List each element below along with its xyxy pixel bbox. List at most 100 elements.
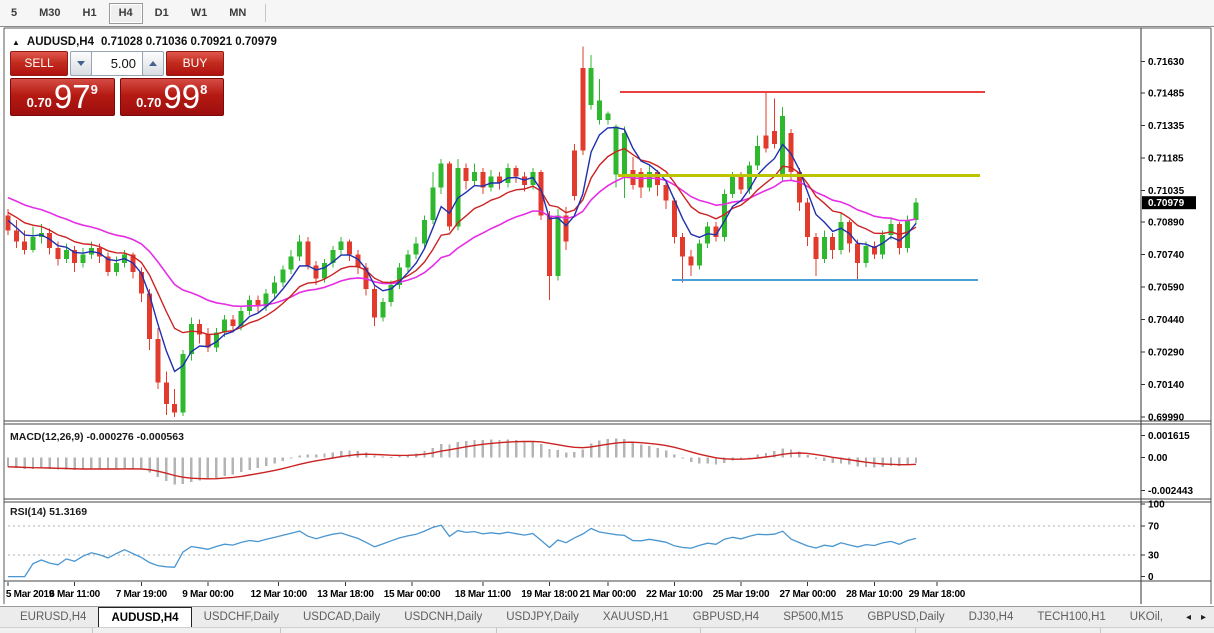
svg-text:-0.002443: -0.002443 bbox=[1148, 486, 1193, 497]
svg-text:0.001615: 0.001615 bbox=[1148, 431, 1190, 442]
panel-column-separator bbox=[700, 628, 701, 633]
triangle-down-icon bbox=[77, 61, 85, 66]
candlesticks bbox=[5, 46, 919, 417]
svg-text:18 Mar 11:00: 18 Mar 11:00 bbox=[455, 589, 512, 600]
sell-button[interactable]: SELL bbox=[10, 51, 68, 76]
trade-controls-row: SELL BUY bbox=[10, 51, 224, 76]
svg-text:21 Mar 00:00: 21 Mar 00:00 bbox=[580, 589, 637, 600]
tab-scroll-arrows: ◂ ▸ bbox=[1166, 607, 1214, 627]
svg-text:0: 0 bbox=[1148, 572, 1154, 583]
svg-text:5 Mar 2019: 5 Mar 2019 bbox=[6, 589, 55, 600]
rsi-line bbox=[8, 524, 917, 578]
price-axis[interactable]: 0.71630 0.71485 0.71335 0.71185 0.71035 0.708… bbox=[1141, 57, 1196, 424]
panel-column-separator bbox=[280, 628, 281, 633]
horizontal-trend-lines[interactable] bbox=[618, 91, 985, 282]
collapse-panel-icon[interactable]: ▲ bbox=[12, 37, 20, 47]
rsi-levels bbox=[8, 525, 1137, 556]
tab-ukoil[interactable]: UKOil, bbox=[1129, 611, 1164, 623]
panel-column-separator bbox=[496, 628, 497, 633]
svg-text:12 Mar 10:00: 12 Mar 10:00 bbox=[250, 589, 307, 600]
timeframe-button-h1[interactable]: H1 bbox=[82, 6, 97, 19]
price-display-row: 0.70 97 9 0.70 99 8 bbox=[10, 78, 224, 116]
buy-button[interactable]: BUY bbox=[166, 51, 224, 76]
chart-tabs: EURUSD,H4 AUDUSD,H4 USDCHF,Daily USDCAD,Dai… bbox=[8, 607, 1166, 627]
tab-xauusd-h1[interactable]: XAUUSD,H1 bbox=[602, 611, 669, 623]
tab-tech100-h1[interactable]: TECH100,H1 bbox=[1037, 611, 1106, 623]
tab-usdjpy-daily[interactable]: USDJPY,Daily bbox=[506, 611, 579, 623]
chart-title: ▲ AUDUSD,H4 0.71028 0.71036 0.70921 0.70… bbox=[12, 36, 277, 48]
svg-text:30: 30 bbox=[1148, 550, 1160, 561]
window-borders bbox=[3, 27, 1212, 604]
rsi-axis[interactable]: 100 70 30 0 bbox=[1141, 500, 1165, 583]
triangle-up-icon bbox=[149, 61, 157, 66]
toolbar-separator bbox=[265, 4, 267, 22]
svg-text:29 Mar 18:00: 29 Mar 18:00 bbox=[909, 589, 966, 600]
svg-text:0.71335: 0.71335 bbox=[1148, 121, 1185, 132]
buy-price-display[interactable]: 0.70 99 8 bbox=[119, 78, 224, 116]
tab-gbpusd-daily[interactable]: GBPUSD,Daily bbox=[867, 611, 945, 623]
svg-text:0.70740: 0.70740 bbox=[1148, 250, 1185, 261]
svg-text:13 Mar 18:00: 13 Mar 18:00 bbox=[317, 589, 374, 600]
tab-eurusd-h4[interactable]: EURUSD,H4 bbox=[20, 611, 87, 623]
timeframe-toolbar: 5 M30 H1 H4 D1 W1 MN bbox=[0, 0, 1214, 27]
svg-text:0.00: 0.00 bbox=[1148, 453, 1168, 464]
tab-usdcad-daily[interactable]: USDCAD,Daily bbox=[302, 611, 381, 623]
symbol-label: AUDUSD,H4 bbox=[26, 36, 95, 48]
svg-text:7 Mar 19:00: 7 Mar 19:00 bbox=[116, 589, 168, 600]
panel-column-separator bbox=[1100, 628, 1101, 633]
timeframe-button-h4[interactable]: H4 bbox=[108, 2, 143, 24]
sell-price-small: 0.70 bbox=[26, 95, 52, 110]
svg-text:0.70440: 0.70440 bbox=[1148, 315, 1185, 326]
buy-price-sup: 8 bbox=[200, 82, 208, 97]
timeframe-button-w1[interactable]: W1 bbox=[190, 6, 208, 19]
rsi-label: RSI(14) 51.3169 bbox=[10, 506, 87, 518]
terminal-panel-edge bbox=[0, 627, 1214, 633]
svg-text:0.71185: 0.71185 bbox=[1148, 154, 1184, 165]
chart-tabs-bar: EURUSD,H4 AUDUSD,H4 USDCHF,Daily USDCAD,Dai… bbox=[0, 606, 1214, 627]
tab-usdchf-daily[interactable]: USDCHF,Daily bbox=[203, 611, 279, 623]
svg-text:0.70290: 0.70290 bbox=[1148, 348, 1185, 359]
scroll-tabs-left-icon[interactable]: ◂ bbox=[1185, 611, 1191, 623]
tab-sp500-m15[interactable]: SP500,M15 bbox=[783, 611, 844, 623]
svg-text:19 Mar 18:00: 19 Mar 18:00 bbox=[521, 589, 578, 600]
moving-averages bbox=[7, 126, 917, 373]
svg-text:70: 70 bbox=[1148, 521, 1160, 532]
svg-text:28 Mar 10:00: 28 Mar 10:00 bbox=[846, 589, 903, 600]
svg-text:0.71630: 0.71630 bbox=[1148, 57, 1185, 68]
scroll-tabs-right-icon[interactable]: ▸ bbox=[1200, 611, 1206, 623]
sell-price-sup: 9 bbox=[90, 82, 98, 97]
svg-text:25 Mar 19:00: 25 Mar 19:00 bbox=[713, 589, 770, 600]
panel-column-separator bbox=[915, 628, 916, 633]
svg-text:0.70590: 0.70590 bbox=[1148, 283, 1185, 294]
macd-histogram bbox=[6, 438, 918, 485]
tab-dj30-h4[interactable]: DJ30,H4 bbox=[968, 611, 1014, 623]
volume-increase-button[interactable] bbox=[142, 51, 164, 76]
volume-input[interactable] bbox=[91, 51, 143, 76]
tab-gbpusd-h4[interactable]: GBPUSD,H4 bbox=[692, 611, 760, 623]
svg-text:0.70890: 0.70890 bbox=[1148, 218, 1185, 229]
sell-price-big: 97 bbox=[53, 78, 91, 115]
ohlc-values: 0.71028 0.71036 0.70921 0.70979 bbox=[101, 36, 277, 48]
sell-price-display[interactable]: 0.70 97 9 bbox=[10, 78, 115, 116]
volume-decrease-button[interactable] bbox=[70, 51, 92, 76]
svg-text:27 Mar 00:00: 27 Mar 00:00 bbox=[779, 589, 836, 600]
svg-text:22 Mar 10:00: 22 Mar 10:00 bbox=[646, 589, 703, 600]
svg-text:100: 100 bbox=[1148, 500, 1165, 511]
buy-price-small: 0.70 bbox=[136, 95, 162, 110]
tab-audusd-h4[interactable]: AUDUSD,H4 bbox=[98, 607, 192, 627]
tab-usdcnh-daily[interactable]: USDCNH,Daily bbox=[404, 611, 483, 623]
svg-text:0.69990: 0.69990 bbox=[1148, 413, 1185, 424]
panel-column-separator bbox=[92, 628, 93, 633]
timeframe-button-mn[interactable]: MN bbox=[229, 6, 247, 19]
svg-text:0.70140: 0.70140 bbox=[1148, 380, 1185, 391]
timeframe-button-5[interactable]: 5 bbox=[11, 6, 18, 19]
svg-text:15 Mar 00:00: 15 Mar 00:00 bbox=[384, 589, 441, 600]
buy-price-big: 99 bbox=[163, 78, 201, 115]
timeframe-button-m30[interactable]: M30 bbox=[39, 6, 61, 19]
macd-axis[interactable]: 0.001615 0.00 -0.002443 bbox=[1141, 431, 1193, 497]
timeframe-button-d1[interactable]: D1 bbox=[154, 6, 169, 19]
